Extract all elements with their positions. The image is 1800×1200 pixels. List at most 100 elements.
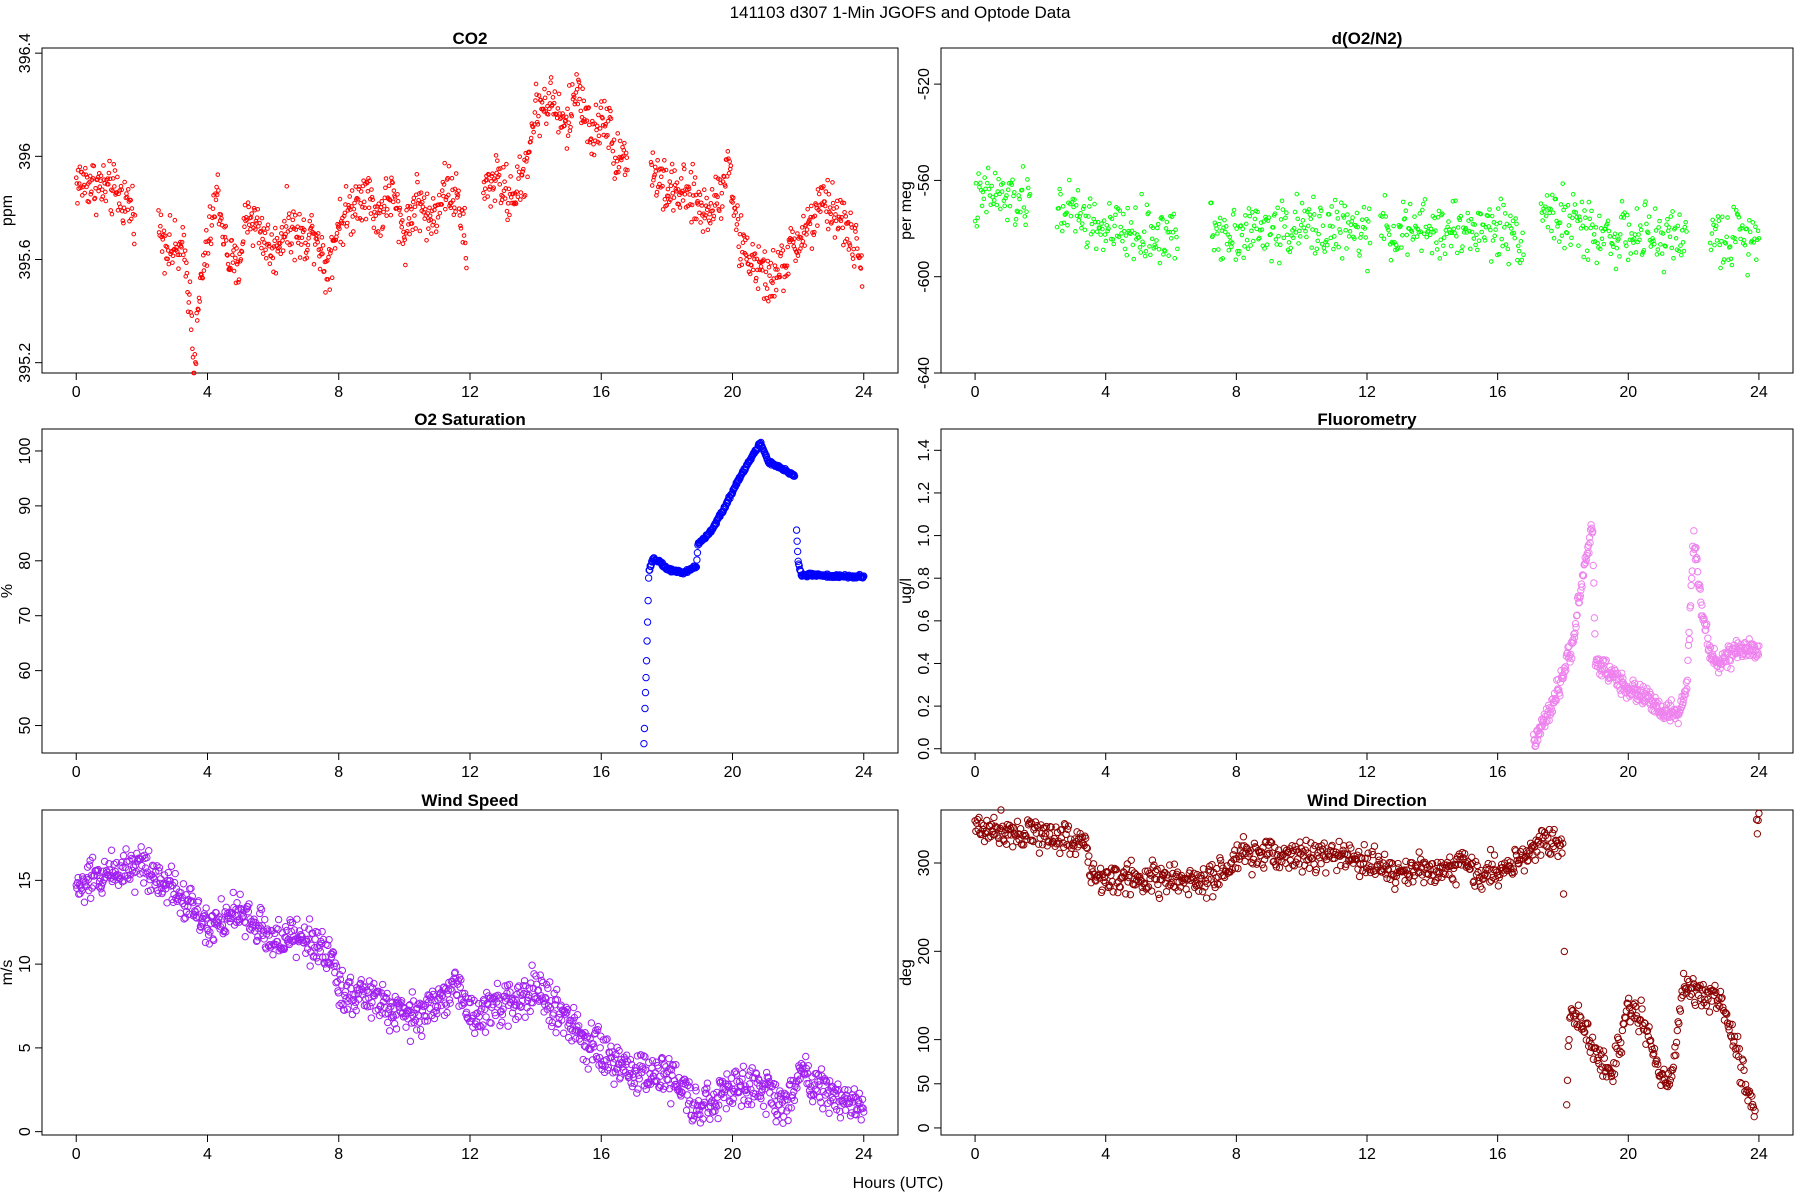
data-point [488, 178, 494, 184]
data-point [841, 1085, 849, 1094]
data-point [1418, 229, 1423, 234]
data-point [1621, 215, 1627, 220]
data-point [204, 263, 210, 268]
data-point [795, 231, 800, 236]
data-point [619, 157, 624, 163]
data-point [1740, 223, 1745, 228]
data-point [1242, 243, 1247, 249]
data-point [266, 241, 271, 247]
data-point [1094, 229, 1100, 234]
data-point [236, 279, 241, 285]
data-point [1428, 226, 1434, 232]
data-point [1732, 235, 1737, 241]
data-point [1171, 211, 1177, 217]
data-point [508, 994, 516, 1003]
data-point [1102, 232, 1108, 237]
data-point [563, 1008, 571, 1017]
data-point [681, 162, 686, 167]
data-point [773, 287, 779, 293]
data-point [1344, 246, 1349, 251]
data-point [229, 237, 235, 243]
data-point [475, 1012, 483, 1021]
y-tick-label: -520 [916, 68, 933, 100]
data-point [717, 208, 722, 214]
data-point [366, 176, 371, 181]
data-point [1534, 736, 1542, 744]
data-point [1651, 241, 1657, 247]
data-point [858, 266, 864, 271]
data-point [1471, 882, 1479, 890]
data-point [179, 880, 188, 888]
data-point [1262, 837, 1270, 845]
data-point [544, 121, 549, 127]
data-point [410, 199, 416, 205]
data-point [693, 549, 702, 557]
data-point [176, 909, 184, 917]
data-point [1291, 226, 1297, 231]
data-point [728, 163, 734, 169]
data-point [537, 133, 542, 139]
data-point [498, 1010, 507, 1019]
data-point [1082, 227, 1088, 233]
data-point [270, 255, 276, 261]
data-point [1252, 216, 1258, 222]
data-point [556, 129, 561, 135]
data-point [1429, 250, 1435, 256]
data-point [1753, 224, 1758, 230]
data-point [714, 201, 720, 206]
data-point [367, 1014, 376, 1022]
data-point [1082, 843, 1091, 852]
data-point [707, 220, 713, 226]
data-point [495, 994, 504, 1002]
x-tick-label: 12 [1358, 1146, 1376, 1163]
data-point [1435, 214, 1441, 220]
data-point [397, 205, 403, 211]
data-point [1358, 855, 1366, 863]
data-point [1692, 543, 1700, 552]
data-point [860, 1108, 868, 1116]
data-point [1469, 229, 1475, 235]
data-point [1582, 208, 1587, 213]
data-point [1682, 224, 1688, 230]
x-tick-label: 20 [724, 1146, 742, 1163]
data-point [1243, 221, 1249, 227]
data-point [1590, 222, 1595, 228]
data-point [1610, 241, 1615, 247]
x-tick-label: 8 [1232, 1146, 1241, 1163]
data-point [859, 284, 865, 289]
data-point [1726, 257, 1731, 263]
data-point [271, 244, 277, 249]
y-tick-label: 0.0 [916, 738, 933, 760]
data-point [1137, 245, 1143, 250]
data-point [589, 151, 594, 157]
data-point [1706, 643, 1715, 652]
data-point [801, 213, 806, 219]
data-point [779, 1113, 788, 1121]
data-point [1020, 841, 1028, 849]
data-point [266, 243, 272, 249]
data-point [383, 185, 388, 191]
data-point [1240, 226, 1246, 232]
data-point [847, 243, 853, 248]
data-point [369, 194, 375, 200]
data-point [485, 194, 490, 199]
data-point [602, 1036, 610, 1044]
data-point [641, 704, 649, 713]
data-point [853, 229, 858, 234]
data-point [384, 207, 390, 212]
data-point [1741, 238, 1747, 243]
data-point [158, 223, 163, 229]
data-point [1383, 874, 1391, 883]
data-point [90, 882, 98, 890]
data-point [314, 957, 323, 966]
data-point [703, 1079, 712, 1087]
data-point [1133, 205, 1138, 210]
data-point [692, 175, 698, 180]
data-point [612, 176, 617, 181]
data-point [1682, 678, 1691, 686]
data-point [583, 1032, 592, 1041]
data-point [231, 248, 236, 253]
data-point [1116, 883, 1124, 891]
data-point [1448, 243, 1454, 249]
data-point [1082, 834, 1090, 842]
